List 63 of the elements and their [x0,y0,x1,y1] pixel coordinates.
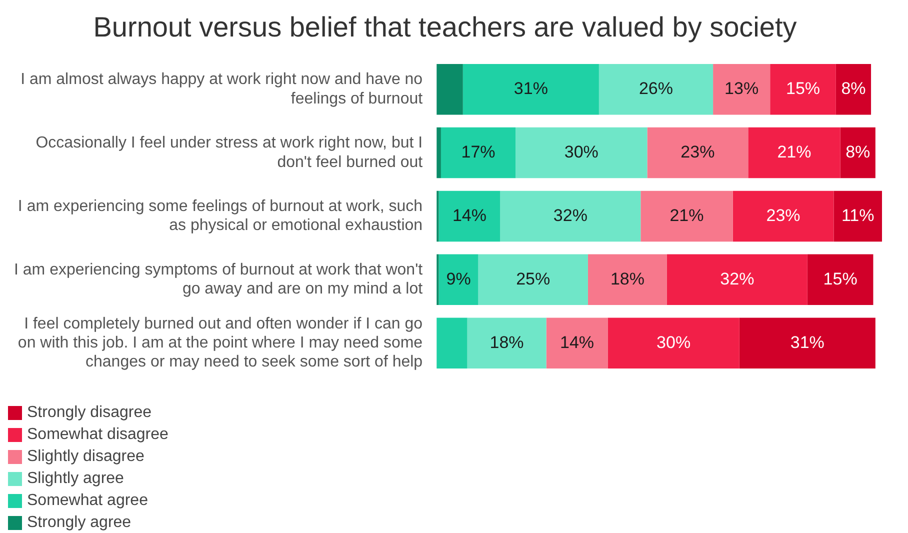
data-label: 17% [461,142,496,162]
legend-label: Slightly agree [27,470,124,488]
data-label: 21% [777,142,812,162]
legend-label: Somewhat disagree [27,426,168,444]
data-label: 8% [846,142,870,162]
y-tick-label: I am almost always happy at work right now and have no feelings of burnout [20,71,424,108]
data-label: 18% [490,332,524,352]
bar [467,318,546,368]
bar [588,254,667,306]
data-label: 32% [553,206,588,225]
bar [598,64,714,115]
y-tick-label: I feel completely burned out and often wonder if I can go on with this job. I am at the point where I may need some changes or may need to seek some sort of help [18,315,423,371]
bar [739,318,876,368]
data-label: 14% [452,206,487,225]
bar [608,318,740,368]
bar [713,64,770,115]
bar [500,190,641,242]
data-label: 8% [841,79,866,98]
legend-label: Somewhat agree [27,492,148,510]
bar [436,127,441,178]
bar [666,254,808,306]
data-label: 23% [680,142,715,162]
data-label: 30% [656,332,691,352]
legend-label: Strongly disagree [27,404,152,422]
bar [440,127,516,178]
bar [836,64,872,115]
bar [732,190,834,242]
data-label: 9% [446,269,471,288]
data-label: 30% [564,142,598,162]
bar [462,64,599,115]
data-label: 25% [516,269,550,288]
bar [436,64,463,115]
data-label: 32% [720,269,754,288]
y-tick-label: Occasionally I feel under stress at work right now, but I don't feel burned out [36,134,424,171]
bar [840,127,876,178]
data-label: 15% [823,269,858,288]
data-label: 11% [841,206,874,225]
data-label: 18% [610,269,644,288]
data-label: 23% [766,206,800,225]
data-label: 14% [560,332,594,352]
bar [478,254,588,306]
bar [640,190,733,242]
data-label: 21% [670,206,704,225]
bar [807,254,874,306]
bar [438,254,478,306]
bar [748,127,840,178]
legend-label: Strongly agree [27,514,132,532]
data-label: 26% [638,79,674,98]
bar [516,127,648,178]
y-tick-label: I am experiencing symptoms of burnout at work that won't go away and are on my mind a lot [14,261,424,298]
bar [770,64,836,115]
data-label: 13% [724,79,759,98]
bar [436,318,468,368]
data-label: 31% [514,79,548,98]
legend-label: Slightly disagree [27,448,144,466]
data-label: 31% [790,332,824,352]
chart-title: Burnout versus belief that teachers are valued by society [93,12,797,43]
bar [546,318,608,368]
data-label: 15% [786,79,820,98]
bar [647,127,748,178]
bar [438,190,500,242]
bar [834,190,882,242]
y-tick-label: I am experiencing some feelings of burnout at work, such as physical or emotional exhaustion [18,198,423,234]
